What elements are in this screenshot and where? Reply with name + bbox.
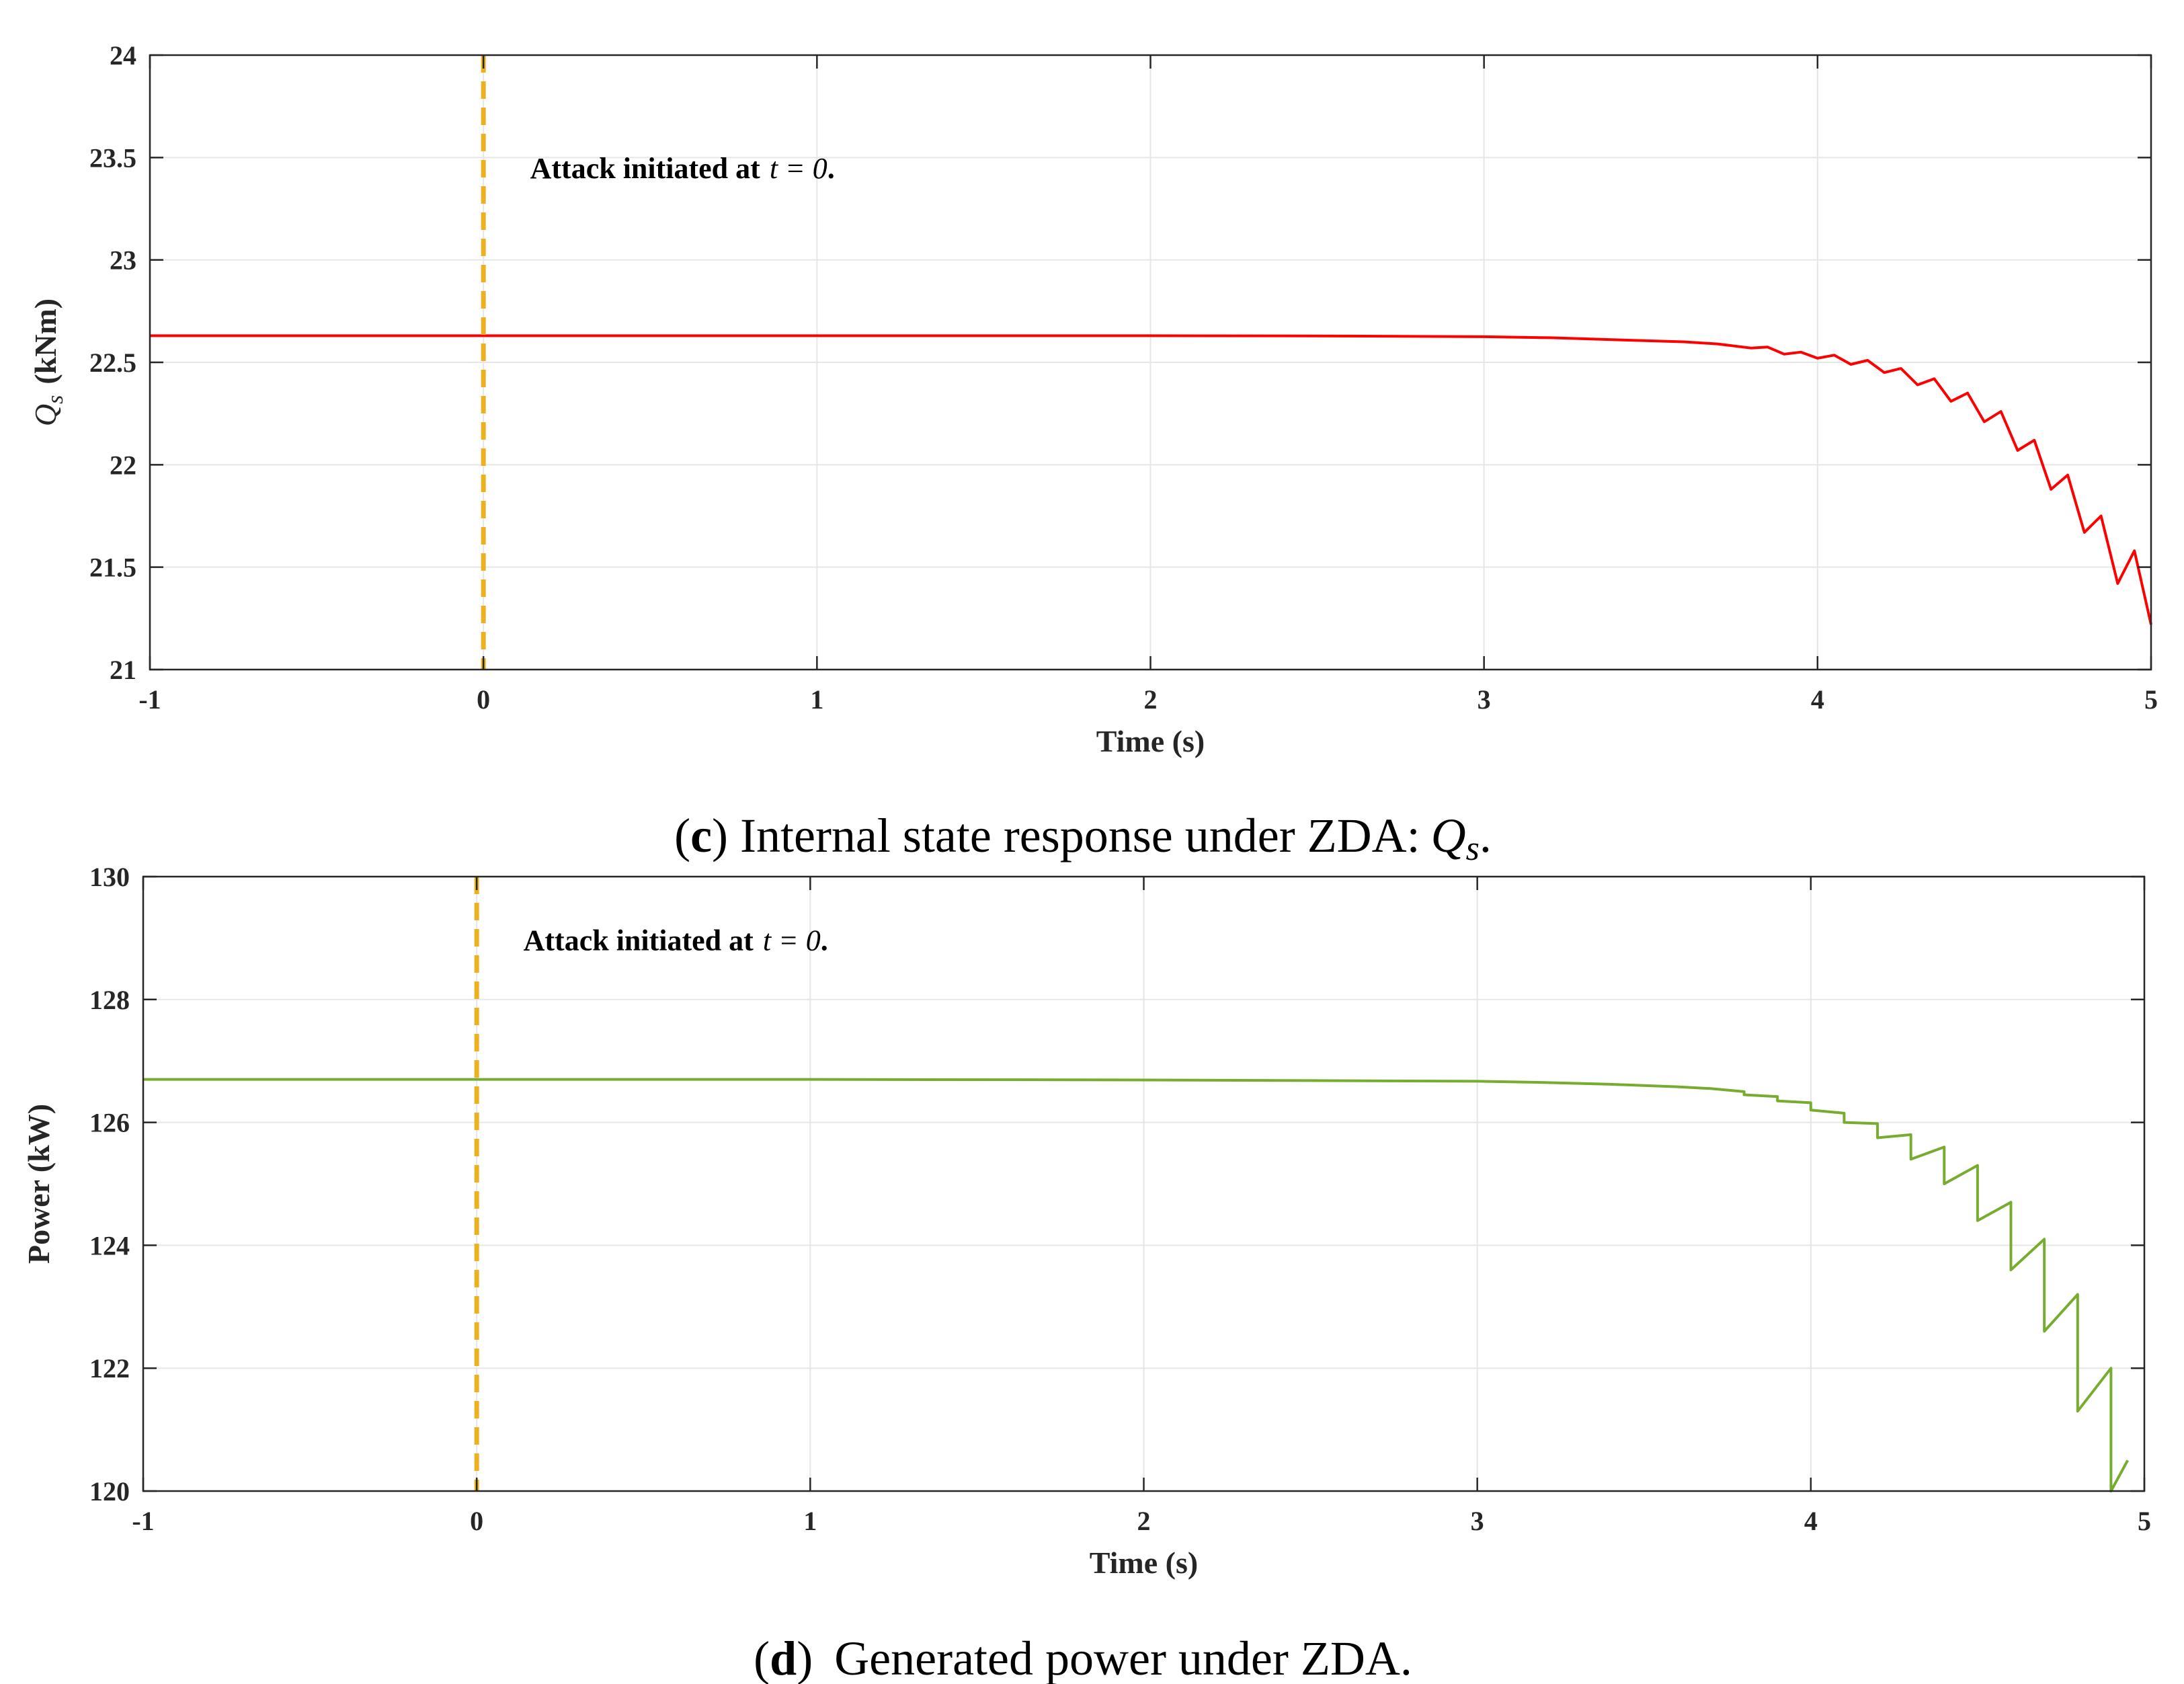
x-tick-label: 2 [1137,1506,1151,1536]
y-tick-label: 21.5 [89,553,136,583]
panel-d: -1 0 1 2 3 4 5 120 122 124 126 128 130 Time (s) Pow… [22,862,2151,1684]
y-tick-label: 22.5 [89,348,136,378]
panel-d-y-tick-labels: 120 122 124 126 128 130 [89,862,130,1507]
x-tick-label: 1 [810,684,823,715]
panel-c-gridlines [150,55,2151,670]
panel-d-y-axis-label: Power (kW) [22,1104,56,1264]
panel-c-x-axis-label: Time (s) [1096,724,1205,758]
x-tick-label: 4 [1811,684,1824,715]
x-tick-label: -1 [138,684,161,715]
y-tick-label: 124 [89,1230,130,1260]
panel-c-y-axis-label: Qs(kNm) [28,298,68,426]
x-tick-label: 0 [470,1506,483,1536]
x-tick-label: 5 [2138,1506,2151,1536]
y-tick-label: 120 [89,1476,130,1507]
y-tick-label: 24 [110,40,136,71]
panel-c-caption: (c) Internal state response under ZDA: Qs… [674,809,1492,868]
x-tick-label: 2 [1144,684,1158,715]
panel-c-tick-marks [149,54,2152,671]
y-tick-label: 122 [89,1353,130,1384]
x-tick-label: 0 [477,684,490,715]
x-tick-label: 3 [1471,1506,1484,1536]
y-tick-label: 22 [110,450,136,480]
panel-d-tick-marks [142,875,2146,1492]
x-tick-label: 5 [2144,684,2158,715]
panel-c-attack-annotation: Attack initiated at t = 0. [530,152,835,185]
x-tick-label: 3 [1478,684,1491,715]
x-tick-label: -1 [132,1506,154,1536]
panel-c-x-tick-labels: -1 0 1 2 3 4 5 [138,684,2158,715]
y-tick-label: 21 [110,655,136,685]
panel-c-qs-series-line [150,334,2152,625]
panel-d-x-tick-labels: -1 0 1 2 3 4 5 [132,1506,2151,1536]
y-tick-label: 130 [89,862,130,892]
x-tick-label: 4 [1804,1506,1818,1536]
panel-d-attack-annotation: Attack initiated at t = 0. [524,924,828,957]
panel-d-x-axis-label: Time (s) [1090,1546,1198,1580]
panel-d-gridlines [143,877,2144,1491]
x-tick-label: 1 [803,1506,817,1536]
panel-c-y-tick-labels: 21 21.5 22 22.5 23 23.5 24 [89,40,136,685]
y-tick-label: 23 [110,245,136,276]
panel-d-caption: (d) Generated power under ZDA. [754,1632,1412,1684]
y-tick-label: 128 [89,985,130,1015]
y-tick-label: 126 [89,1108,130,1138]
y-tick-label: 23.5 [89,143,136,173]
panel-d-power-series-line [143,1078,2129,1492]
